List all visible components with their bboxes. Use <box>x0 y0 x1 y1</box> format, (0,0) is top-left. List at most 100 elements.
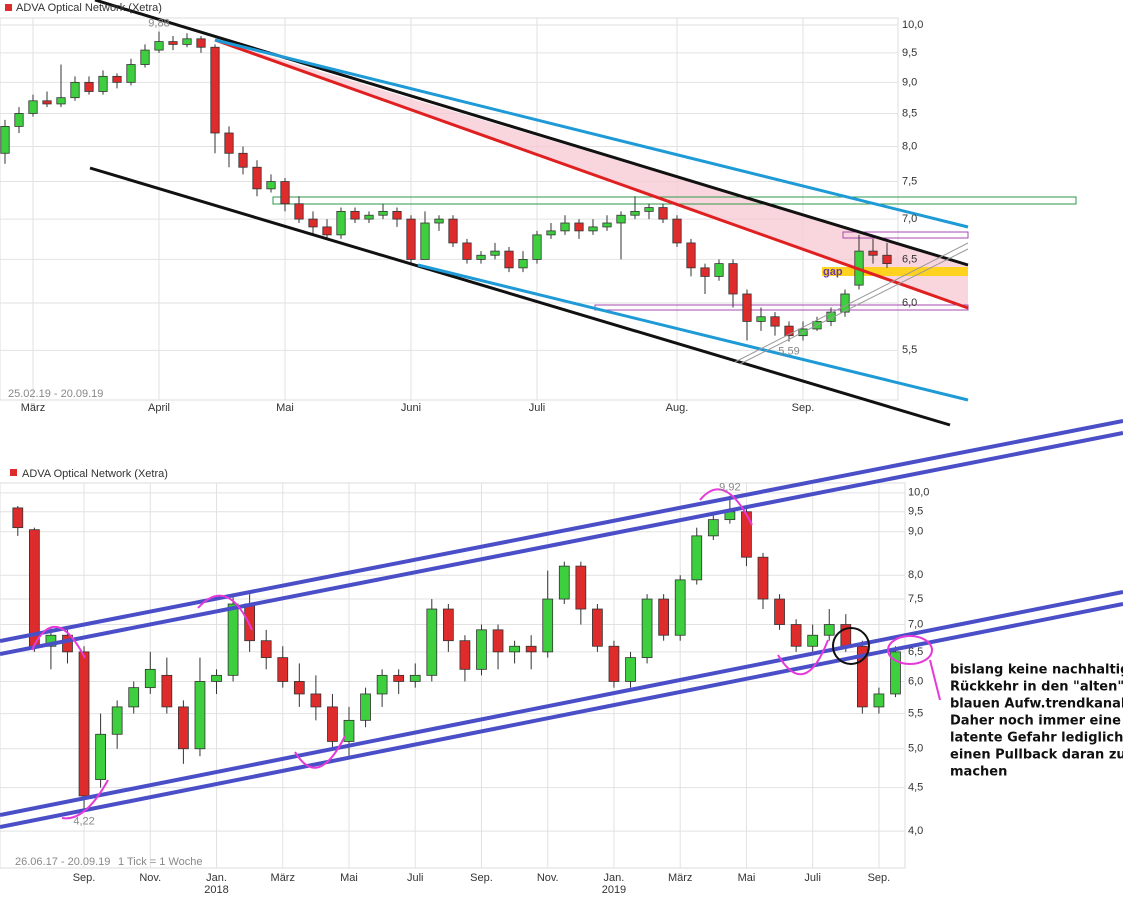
candle-body <box>823 624 835 636</box>
candle-body <box>741 511 752 558</box>
candle-body <box>378 210 388 216</box>
candle-body <box>308 218 318 228</box>
candle-body <box>686 242 696 269</box>
x-tick-label: Sep. <box>73 872 96 884</box>
candle-body <box>742 293 752 322</box>
y-tick-label: 9,5 <box>902 47 917 59</box>
candle-body <box>575 565 587 610</box>
y-tick-label: 7,5 <box>902 175 917 187</box>
trend-line <box>94 0 969 267</box>
y-tick-label: 6,5 <box>902 253 917 265</box>
candle-body <box>644 207 654 212</box>
candle-body <box>364 214 374 220</box>
high-label: 9,92 <box>719 482 740 494</box>
candle-body <box>154 41 164 51</box>
candle-body <box>56 97 66 105</box>
candle-body <box>868 250 878 256</box>
note-line: latente Gefahr lediglich <box>950 731 1123 746</box>
x-tick-label: Mai <box>738 872 756 884</box>
candle-body <box>210 46 220 134</box>
candle-body <box>84 81 94 92</box>
candle-body <box>322 226 332 236</box>
gap-label: gap <box>823 266 843 278</box>
x-tick-label: März <box>21 402 45 414</box>
y-tick-label: 9,0 <box>902 76 917 88</box>
channel-line <box>0 590 1123 817</box>
candle-body <box>558 565 570 600</box>
candle-body <box>28 100 38 114</box>
sketch-line <box>929 659 941 701</box>
x-tick-label: Juni <box>401 402 421 414</box>
y-tick-label: 5,5 <box>908 707 923 719</box>
x-tick-label: Mai <box>276 402 294 414</box>
candle-body <box>211 674 222 682</box>
candle-body <box>98 75 108 92</box>
candle-body <box>178 706 189 750</box>
candle-body <box>406 218 416 260</box>
y-tick-label: 8,5 <box>902 107 917 119</box>
candle-body <box>376 674 388 695</box>
tick-note: 1 Tick = 1 Woche <box>118 856 202 868</box>
period-label: 26.06.17 - 20.09.19 <box>15 856 110 868</box>
y-tick-label: 6,0 <box>908 675 923 687</box>
x-tick-label: Juli <box>529 402 546 414</box>
channel-line <box>0 419 1123 643</box>
y-tick-label: 5,0 <box>908 743 923 755</box>
x-tick-label: Mai <box>340 872 358 884</box>
candle-body <box>252 166 262 190</box>
candle-body <box>459 640 471 670</box>
candle-body <box>420 222 430 260</box>
candle-body <box>707 519 719 537</box>
candle-body <box>602 222 612 228</box>
legend-swatch <box>5 4 12 11</box>
candle-body <box>826 311 836 322</box>
candle-body <box>756 316 766 322</box>
x-tick-label: März <box>271 872 295 884</box>
trend-line <box>214 38 969 310</box>
trend-line <box>734 242 969 363</box>
sketch-arc <box>197 594 253 631</box>
low-label: 4,22 <box>73 815 94 827</box>
x-tick-label: Aug. <box>666 402 689 414</box>
candle-body <box>266 181 276 190</box>
candle-body <box>448 218 458 244</box>
y-tick-label: 5,5 <box>902 344 917 356</box>
period-label: 25.02.19 - 20.09.19 <box>8 388 103 400</box>
high-label: 9,88 <box>148 18 169 30</box>
candle-body <box>630 210 640 216</box>
candle-body <box>350 210 360 220</box>
candle-body <box>409 674 421 682</box>
candle-body <box>504 250 514 269</box>
candles <box>0 31 892 342</box>
candle-body <box>310 693 322 708</box>
candle-body <box>790 624 802 647</box>
x-tick-label: Juli <box>407 872 424 884</box>
candle-body <box>293 681 305 695</box>
candle-body <box>238 152 248 168</box>
x-tick-label: Nov. <box>537 872 559 884</box>
candle-body <box>492 629 504 653</box>
candle-body <box>856 645 868 708</box>
candle-body <box>14 113 24 127</box>
legend-swatch <box>10 469 17 476</box>
candle-body <box>542 598 554 653</box>
y-tick-label: 10,0 <box>902 19 923 31</box>
note-line: einen Pullback daran zu <box>950 748 1123 763</box>
candle-body <box>0 126 10 154</box>
candle-body <box>168 41 178 45</box>
candle-body <box>196 38 206 48</box>
note-line: Daher noch immer eine <box>950 714 1121 729</box>
candle-body <box>525 645 537 653</box>
range-zone <box>842 231 969 239</box>
candle-body <box>625 657 636 682</box>
candle-body <box>658 207 668 220</box>
chart-title: ADVA Optical Network (Xetra) <box>22 468 168 480</box>
x-tick-label: Sep. <box>868 872 891 884</box>
x-tick-label: März <box>668 872 692 884</box>
candle-body <box>111 706 123 735</box>
candle-body <box>260 640 272 659</box>
x-tick-label: Nov. <box>139 872 161 884</box>
sketch-arc <box>31 626 86 659</box>
low-label: 5,59 <box>778 345 799 357</box>
